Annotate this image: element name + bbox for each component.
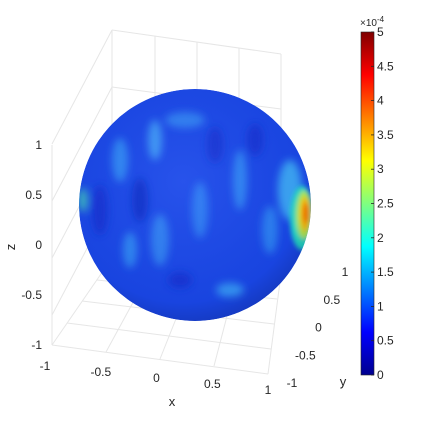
colorbar-exponent-power: -4 — [377, 15, 385, 24]
x-tick-label: -1 — [40, 359, 51, 373]
colorbar-tick-label: 3.5 — [377, 128, 394, 142]
y-tick-label: -1 — [287, 376, 298, 390]
colorbar-exponent: ×10-4 — [360, 15, 385, 29]
x-axis-label: x — [169, 394, 176, 409]
colorbar-tick-label: 1.5 — [377, 265, 394, 279]
z-tick-label: -1 — [31, 338, 42, 352]
y-tick-label: -0.5 — [295, 348, 316, 362]
x-tick-label: 0.5 — [204, 377, 221, 391]
colorbar-tick-label: 2 — [377, 231, 384, 245]
x-tick-label: 0 — [153, 371, 160, 385]
colorbar-tick-label: 2.5 — [377, 197, 394, 211]
x-tick-label: 1 — [265, 383, 272, 397]
y-tick-label: 1 — [342, 265, 349, 279]
z-tick-label: -0.5 — [21, 288, 42, 302]
sphere-surface — [79, 89, 311, 321]
colorbar-tick-label: 0.5 — [377, 334, 394, 348]
colorbar-tick-label: 3 — [377, 162, 384, 176]
z-axis: -1 -0.5 0 0.5 1 — [21, 138, 42, 352]
y-axis: -1 -0.5 00.51 — [287, 265, 349, 390]
colorbar-exponent-base: ×10 — [360, 18, 377, 29]
colorbar-tick-label: 4.5 — [377, 59, 394, 73]
y-tick-label: 0.5 — [323, 293, 340, 307]
z-tick-label: 0 — [35, 238, 42, 252]
z-tick-label: 1 — [35, 138, 42, 152]
colorbar-tick-label: 4 — [377, 94, 384, 108]
colorbar: ×10-4 0 0.5 1 1.5 2 2.5 3 3.5 4 4.5 5 — [360, 15, 394, 382]
z-axis-label: z — [3, 244, 18, 251]
colorbar-ticks: 0 0.5 1 1.5 2 2.5 3 3.5 4 4.5 5 — [371, 25, 394, 382]
z-tick-label: 0.5 — [25, 188, 42, 202]
colorbar-tick-label: 5 — [377, 25, 384, 39]
y-tick-label: 0 — [315, 321, 322, 335]
x-axis: -1 -0.5 0 0.5 1 — [40, 359, 272, 397]
colorbar-tick-label: 1 — [377, 299, 384, 313]
y-axis-label: y — [340, 374, 347, 389]
colorbar-tick-label: 0 — [377, 368, 384, 382]
x-tick-label: -0.5 — [90, 365, 111, 379]
